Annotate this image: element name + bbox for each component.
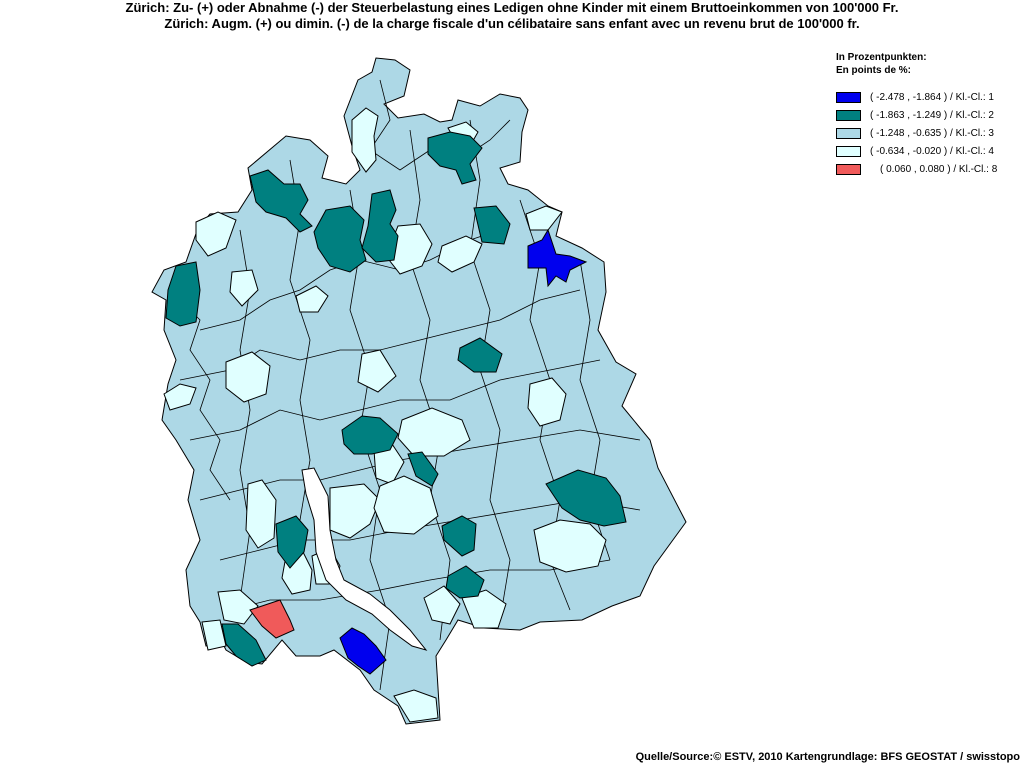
legend-swatch-class-2 — [836, 110, 861, 121]
map-title-french: Zürich: Augm. (+) ou dimin. (-) de la ch… — [164, 16, 860, 31]
source-credit: Quelle/Source:© ESTV, 2010 Kartengrundla… — [635, 751, 1020, 763]
legend-label-class-3: ( -1.248 , -0.635 ) / Kl.-Cl.: 3 — [870, 128, 994, 139]
legend-swatch-class-3 — [836, 128, 861, 139]
legend-item-class-1: ( -2.478 , -1.864 ) / Kl.-Cl.: 1 — [836, 91, 994, 109]
legend-heading-french: En points de %: — [836, 65, 911, 76]
map-title-german: Zürich: Zu- (+) oder Abnahme (-) der Ste… — [125, 0, 899, 15]
lake-zurich — [301, 467, 428, 651]
legend: In Prozentpunkten: En points de %: ( -2.… — [836, 51, 997, 181]
class-4-municipalities — [163, 107, 607, 723]
class-2-municipalities — [165, 131, 627, 667]
class-1-municipalities — [339, 228, 588, 675]
class-8-municipality — [249, 599, 295, 639]
legend-item-class-3: ( -1.248 , -0.635 ) / Kl.-Cl.: 3 — [836, 127, 994, 145]
legend-item-class-4: ( -0.634 , -0.020 ) / Kl.-Cl.: 4 — [836, 145, 994, 163]
legend-heading-german: In Prozentpunkten: — [836, 52, 927, 63]
legend-item-class-8: ( 0.060 , 0.080 ) / Kl.-Cl.: 8 — [836, 163, 997, 181]
legend-label-class-1: ( -2.478 , -1.864 ) / Kl.-Cl.: 1 — [870, 92, 994, 103]
legend-swatch-class-8 — [836, 164, 861, 175]
legend-label-class-8: ( 0.060 , 0.080 ) / Kl.-Cl.: 8 — [880, 164, 998, 175]
legend-swatch-class-1 — [836, 92, 861, 103]
legend-label-class-4: ( -0.634 , -0.020 ) / Kl.-Cl.: 4 — [870, 146, 994, 157]
legend-label-class-2: ( -1.863 , -1.249 ) / Kl.-Cl.: 2 — [870, 110, 994, 121]
legend-item-class-2: ( -1.863 , -1.249 ) / Kl.-Cl.: 2 — [836, 109, 994, 127]
legend-swatch-class-4 — [836, 146, 861, 157]
legend-items: ( -2.478 , -1.864 ) / Kl.-Cl.: 1 ( -1.86… — [836, 91, 997, 181]
